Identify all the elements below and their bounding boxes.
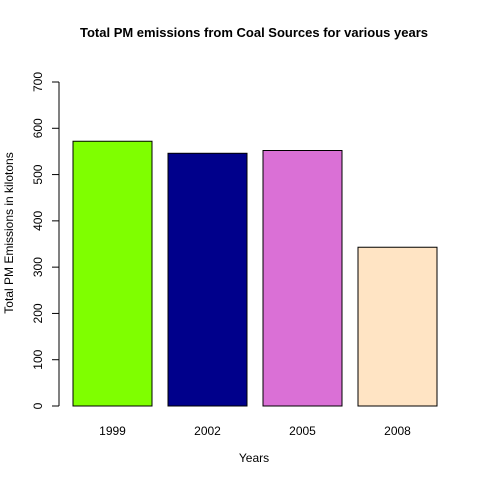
- bar-2008: [357, 246, 438, 407]
- y-tick-label: 600: [31, 118, 45, 138]
- y-axis-label: Total PM Emissions in kilotons: [2, 152, 16, 313]
- x-axis-label: Years: [239, 451, 269, 465]
- y-tick-label: 100: [31, 349, 45, 369]
- bar-2005: [262, 150, 343, 407]
- y-tick-label: 0: [31, 402, 45, 409]
- chart-title: Total PM emissions from Coal Sources for…: [80, 25, 428, 40]
- x-tick-label: 2005: [289, 424, 316, 438]
- x-tick-label: 2002: [194, 424, 221, 438]
- x-tick-label: 2008: [384, 424, 411, 438]
- y-tick-label: 500: [31, 164, 45, 184]
- y-tick-label: 300: [31, 257, 45, 277]
- x-tick-label: 1999: [99, 424, 126, 438]
- x-axis-tick-labels: 1999 2002 2005 2008: [99, 424, 411, 438]
- bars-group: [72, 140, 438, 407]
- bar-2002: [167, 152, 248, 407]
- y-axis-ticks: 0 100 200 300 400 500 600 700: [31, 72, 59, 409]
- y-tick-label: 400: [31, 211, 45, 231]
- y-tick-label: 200: [31, 303, 45, 323]
- bar-1999: [72, 140, 153, 407]
- y-tick-label: 700: [31, 72, 45, 92]
